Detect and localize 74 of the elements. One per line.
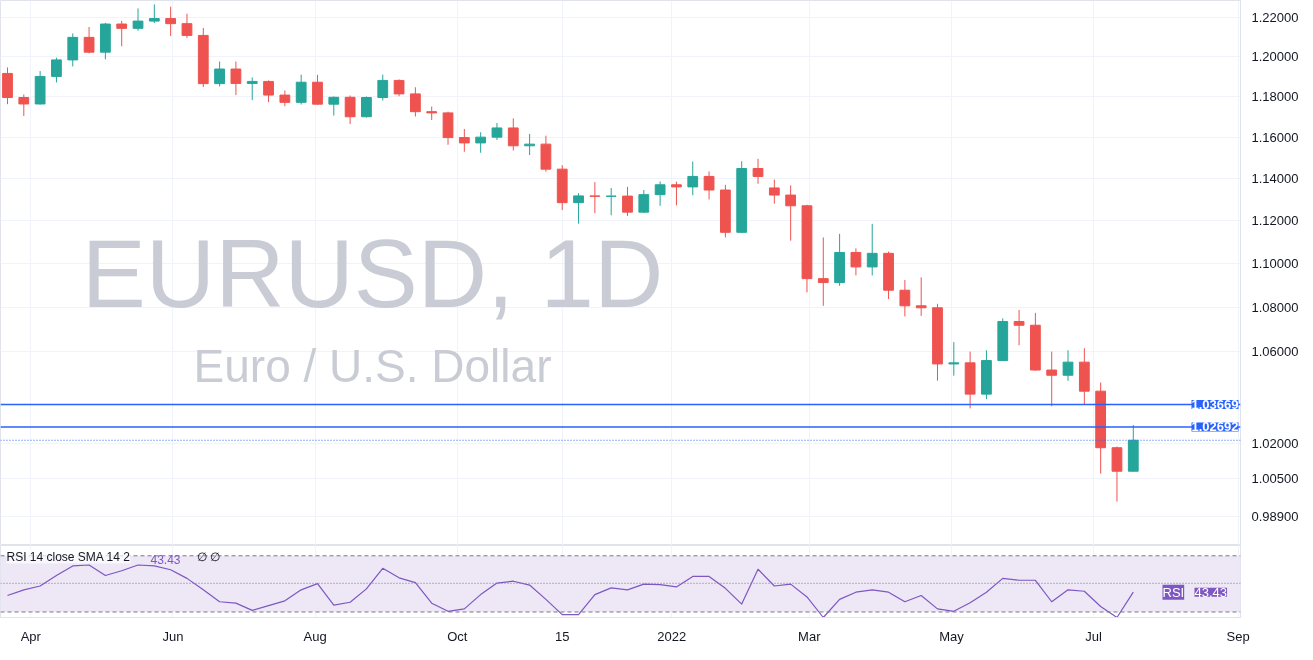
candlestick bbox=[67, 32, 79, 67]
candlestick bbox=[165, 6, 177, 37]
candlestick bbox=[361, 96, 372, 119]
y-tick-label: 1.16000 bbox=[1251, 129, 1299, 145]
x-tick-label: Aug bbox=[303, 628, 327, 644]
candlestick bbox=[768, 179, 780, 205]
candlestick bbox=[328, 96, 340, 117]
candlestick bbox=[948, 341, 960, 377]
candlestick bbox=[1111, 446, 1123, 503]
y-tick-label: 1.02000 bbox=[1251, 435, 1299, 451]
candlestick bbox=[654, 180, 666, 207]
candlestick bbox=[263, 79, 274, 103]
x-tick-label: Jun bbox=[162, 628, 184, 644]
y-tick-label: 0.98900 bbox=[1251, 508, 1299, 524]
x-tick-label: May bbox=[939, 628, 965, 644]
x-tick-label: Sep bbox=[1226, 628, 1250, 644]
candlestick bbox=[785, 184, 797, 242]
candlestick bbox=[524, 133, 535, 156]
candlestick bbox=[458, 128, 470, 153]
y-tick-label: 1.08000 bbox=[1251, 299, 1299, 315]
candlestick bbox=[295, 74, 307, 106]
x-tick-label: Oct bbox=[447, 628, 468, 644]
y-tick-label: 1.12000 bbox=[1251, 213, 1299, 229]
candlestick bbox=[866, 223, 878, 276]
candlestick bbox=[899, 279, 911, 317]
candlestick bbox=[181, 13, 193, 39]
y-tick-label: 1.20000 bbox=[1251, 49, 1299, 65]
candlestick bbox=[230, 60, 242, 96]
candlestick bbox=[687, 160, 699, 196]
candlestick bbox=[312, 74, 323, 106]
y-tick-label: 1.10000 bbox=[1251, 255, 1299, 271]
text: ∅ ∅ bbox=[196, 549, 220, 564]
candlestick bbox=[377, 74, 389, 102]
candlestick bbox=[589, 181, 601, 214]
y-tick-label: 1.18000 bbox=[1251, 89, 1299, 104]
ref-line-label: 1.02692 bbox=[1191, 419, 1239, 435]
annotation: 43.43 bbox=[150, 552, 181, 567]
candlestick bbox=[671, 181, 682, 206]
annotation: 43.43 bbox=[1194, 584, 1228, 600]
candlestick bbox=[915, 276, 927, 317]
candlestick bbox=[18, 93, 30, 117]
candlestick bbox=[703, 170, 715, 200]
candlestick bbox=[573, 192, 584, 225]
candlestick bbox=[214, 60, 225, 87]
ref-line-label: 1.03669 bbox=[1191, 396, 1239, 412]
candlestick bbox=[817, 236, 829, 307]
y-tick-label: 1.14000 bbox=[1251, 171, 1299, 187]
y-tick-label: 1.00500 bbox=[1251, 470, 1299, 486]
candlestick bbox=[246, 76, 258, 101]
chart-title: RSI 14 close SMA 14 2 bbox=[6, 549, 131, 564]
y-tick-label: 1.22000 bbox=[1251, 9, 1299, 25]
candlestick bbox=[409, 86, 421, 118]
candlestick bbox=[116, 20, 128, 47]
candlestick bbox=[475, 131, 487, 154]
candlestick bbox=[605, 187, 617, 216]
candlestick bbox=[83, 26, 95, 54]
candlestick bbox=[1062, 349, 1074, 382]
candlestick bbox=[752, 158, 764, 185]
candlestick bbox=[622, 186, 633, 217]
x-tick-label: Jul bbox=[1085, 628, 1103, 644]
candlestick bbox=[507, 117, 519, 152]
x-tick-label: 2022 bbox=[657, 628, 687, 644]
x-tick-label: Apr bbox=[20, 628, 42, 644]
y-tick-label: 1.06000 bbox=[1251, 344, 1299, 360]
candlestick bbox=[344, 94, 356, 125]
x-tick-label: Mar bbox=[798, 628, 822, 644]
x-tick-label: 15 bbox=[555, 628, 570, 644]
candlestick bbox=[51, 57, 62, 83]
candlestick bbox=[850, 247, 862, 276]
candlestick bbox=[1013, 309, 1025, 346]
candlestick bbox=[148, 3, 160, 24]
candlestick bbox=[1046, 351, 1058, 407]
candlestick bbox=[132, 7, 144, 32]
annotation: RSI bbox=[1162, 584, 1185, 600]
